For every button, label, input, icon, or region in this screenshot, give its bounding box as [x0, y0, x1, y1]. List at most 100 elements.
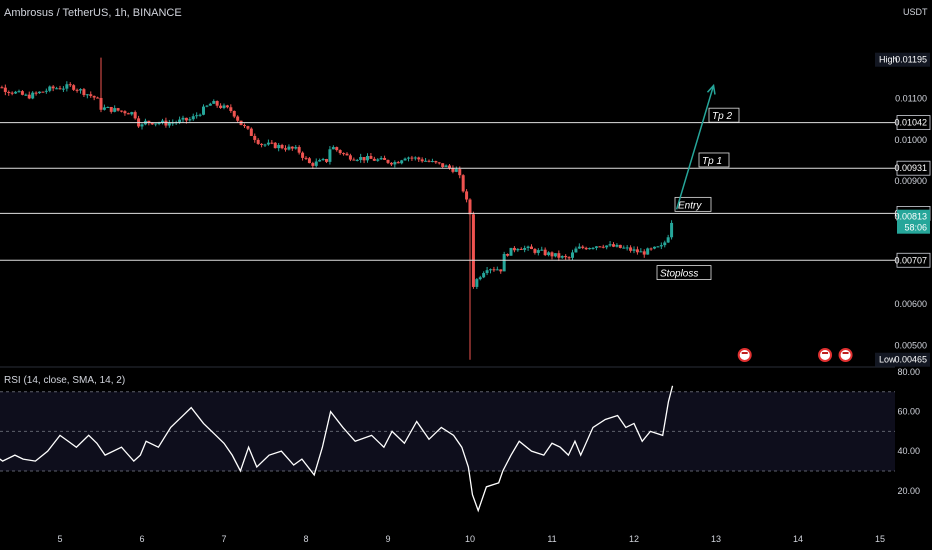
annotation-label-2: Entry — [678, 200, 702, 211]
candle-body — [485, 270, 489, 274]
candle-body — [161, 120, 164, 123]
axes-layer: 5 6 7 8 9 10 11 12 13 14 15 0.01100 0.01000 0.00900 0.… — [57, 52, 931, 544]
candle-body — [318, 160, 322, 162]
candle-body — [92, 95, 96, 98]
annotation-label-3: Stoploss — [660, 269, 698, 280]
candle-body — [253, 135, 257, 140]
candle-body — [355, 159, 359, 161]
candle-body — [307, 158, 311, 164]
x-tick-label-3: 8 — [303, 534, 308, 544]
candle-body — [451, 167, 455, 172]
candle-body — [58, 88, 62, 90]
candle-body — [441, 163, 445, 167]
candle-body — [301, 152, 305, 158]
level-price-box-3 — [896, 252, 931, 268]
rsi-line — [0, 385, 674, 513]
high-label-value: 0.01195 — [895, 55, 927, 65]
chart-header-symbol: Ambrosus / TetherUS, 1h, BINANCE — [4, 7, 182, 19]
candle-body — [10, 92, 14, 94]
annotation-box-2 — [674, 196, 712, 212]
candle-body — [348, 155, 352, 160]
candle-body — [294, 147, 298, 149]
low-label-box — [875, 352, 930, 367]
level-price-label-0: 0.01042 — [894, 118, 927, 128]
candle-body — [581, 246, 585, 248]
candle-body — [605, 245, 609, 248]
candle-body — [362, 157, 366, 161]
candle-body — [482, 273, 486, 278]
rsi-header[interactable]: RSI (14, close, SMA, 14, 2) — [4, 375, 126, 386]
annotation-box-1 — [698, 152, 730, 168]
candle-body — [533, 249, 537, 253]
candle-body — [386, 159, 390, 163]
x-tick-label-0: 5 — [57, 534, 62, 544]
candle-body — [72, 85, 76, 90]
candle-body — [188, 119, 192, 121]
candle-body — [89, 94, 93, 96]
candle-body — [61, 88, 65, 90]
rsi-tick-label-1: 60.00 — [897, 407, 920, 417]
candle-body — [437, 162, 441, 164]
x-tick-label-10: 15 — [875, 534, 885, 544]
candle-body — [612, 244, 615, 247]
rsi-tick-label-3: 20.00 — [897, 486, 920, 496]
candle-body — [543, 249, 547, 256]
candle-body — [601, 246, 605, 248]
x-tick-label-7: 12 — [629, 534, 639, 544]
candle-body — [659, 245, 663, 247]
candle-body — [266, 142, 270, 145]
candle-body — [123, 111, 127, 114]
candle-body — [366, 156, 369, 161]
candle-body — [519, 248, 523, 250]
rsi-tick-label-0: 80.00 — [897, 367, 920, 377]
candle-body — [109, 106, 113, 112]
candle-body — [458, 169, 462, 176]
candle-body — [653, 246, 656, 249]
candle-body — [34, 92, 38, 94]
candle-body — [328, 149, 332, 162]
candle-body — [410, 157, 414, 159]
candle-body — [314, 161, 318, 166]
candle-body — [629, 247, 633, 251]
candle-body — [79, 89, 82, 91]
candle-body — [571, 252, 574, 258]
candle-body — [126, 113, 130, 115]
candle-body — [335, 147, 339, 151]
candle-body — [417, 157, 421, 160]
candle-body — [198, 114, 202, 116]
candle-body — [499, 269, 503, 272]
candle-body — [342, 153, 346, 155]
level-price-label-1: 0.00931 — [894, 163, 927, 173]
candle-body — [502, 253, 506, 272]
candle-body — [55, 88, 59, 90]
candle-body — [646, 248, 650, 255]
candle-body — [273, 142, 277, 149]
candle-body — [478, 277, 482, 280]
candle-body — [465, 191, 469, 200]
candle-body — [256, 139, 260, 144]
rsi-layer — [0, 385, 674, 513]
candle-body — [567, 257, 571, 259]
candle-body — [202, 106, 205, 115]
candle-body — [3, 87, 7, 92]
candle-body — [516, 248, 520, 251]
currency-label: USDT — [903, 7, 928, 17]
candle-body — [321, 159, 325, 161]
candle-body — [44, 90, 48, 92]
candle-body — [24, 94, 28, 96]
candle-body — [615, 244, 619, 247]
candle-body — [38, 91, 41, 94]
candle-body — [167, 122, 171, 126]
candle-body — [243, 125, 246, 127]
candle-body — [372, 158, 376, 161]
candle-body — [287, 146, 291, 150]
candle-body — [550, 252, 554, 257]
candle-body — [113, 108, 117, 112]
candle-body — [407, 157, 410, 159]
candle-body — [249, 128, 253, 136]
candle-body — [96, 97, 100, 99]
annotation-label-0: Tp 2 — [712, 111, 732, 122]
current-price-box — [897, 209, 930, 234]
candle-body — [454, 169, 458, 172]
